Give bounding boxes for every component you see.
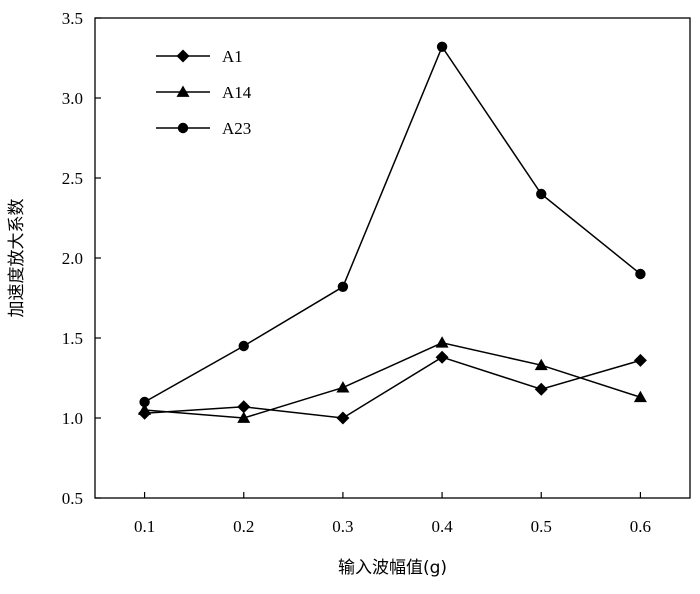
series-line-a14	[144, 342, 641, 419]
x-tick-label: 0.3	[332, 517, 353, 536]
data-point-a1	[237, 400, 251, 414]
data-point-a23	[436, 41, 448, 52]
data-point-a23	[238, 340, 249, 352]
series-line-a23	[144, 45, 641, 403]
data-point-a1	[336, 411, 350, 425]
data-point-a14	[138, 403, 152, 415]
data-point-a14	[435, 336, 449, 348]
data-point-a1	[534, 382, 548, 396]
x-tick-label: 0.5	[531, 517, 552, 536]
y-tick-label: 1.0	[62, 409, 83, 428]
y-tick-label: 2.0	[62, 249, 83, 268]
legend-label: A1	[222, 47, 243, 66]
x-tick-label: 0.2	[233, 517, 254, 536]
legend-item-a14: A14	[156, 83, 252, 102]
y-tick-label: 0.5	[62, 489, 83, 508]
x-tick-label: 0.6	[630, 517, 651, 536]
data-point-a14	[336, 381, 350, 393]
data-point-a14	[633, 390, 647, 403]
data-point-a14	[534, 358, 548, 371]
series-a1	[138, 350, 647, 425]
legend-label: A23	[222, 119, 251, 138]
legend-marker	[176, 49, 190, 63]
x-tick-label: 0.1	[134, 517, 155, 536]
axis-ticks: 0.5 1.0 1.5 2.0 2.5 3.0 3.5 0.1 0.2 0.3 0.4 0.5 0.6	[62, 9, 651, 536]
data-point-a23	[536, 188, 547, 200]
y-axis-title: 加速度放大系数	[7, 199, 27, 318]
legend-marker	[176, 85, 190, 97]
y-tick-label: 1.5	[62, 329, 83, 348]
data-point-a23	[139, 396, 150, 408]
data-point-a23	[635, 268, 646, 280]
legend-item-a1: A1	[156, 47, 243, 66]
legend-item-a23: A23	[156, 119, 251, 138]
series-line-a1	[144, 356, 641, 419]
x-axis-title: 输入波幅值(g)	[338, 558, 447, 578]
y-tick-label: 2.5	[62, 169, 83, 188]
legend-label: A14	[222, 83, 252, 102]
data-point-a23	[337, 281, 349, 292]
legend: A1 A14 A23	[156, 47, 252, 138]
y-tick-label: 3.0	[62, 89, 83, 108]
y-tick-label: 3.5	[62, 9, 83, 28]
data-point-a14	[237, 411, 251, 423]
legend-marker	[177, 122, 189, 134]
x-tick-label: 0.4	[431, 517, 453, 536]
series-a23	[139, 41, 646, 408]
series-layer	[138, 41, 647, 425]
data-point-a1	[435, 350, 449, 364]
data-point-a1	[633, 353, 647, 367]
series-a14	[138, 336, 647, 423]
